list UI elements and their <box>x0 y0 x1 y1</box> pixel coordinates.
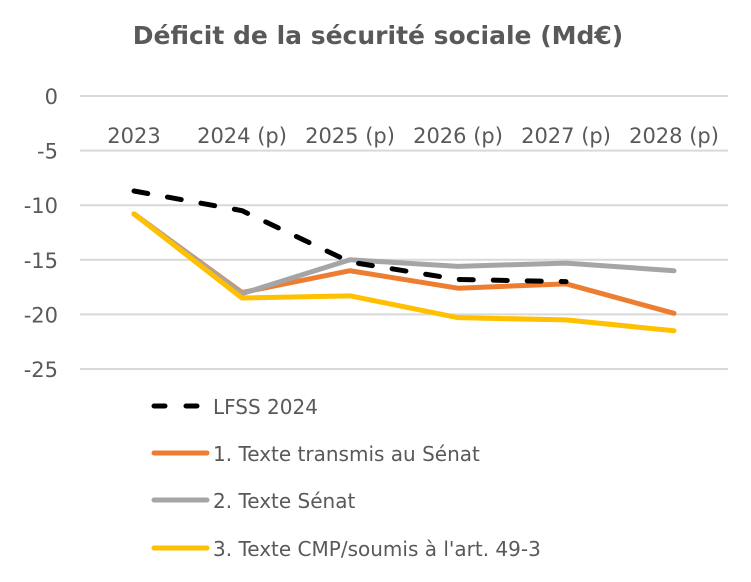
series-line-1 <box>131 188 569 285</box>
y-tick-label: -25 <box>24 358 58 382</box>
x-tick-label: 2024 (p) <box>197 124 287 148</box>
y-tick-label: -5 <box>37 140 58 164</box>
x-axis-ticks: 2023 2024 (p) 2025 (p) 2026 (p) 2027 (p) 2028… <box>107 124 719 148</box>
x-tick-label: 2025 (p) <box>305 124 395 148</box>
series-line-3 <box>131 211 677 297</box>
legend-label: 2. Texte Sénat <box>213 489 355 513</box>
legend: LFSS 2024 1. Texte transmis au Sénat 2. Te… <box>151 395 541 561</box>
gridlines <box>80 95 728 370</box>
series-line-4 <box>131 211 677 334</box>
y-axis-ticks: 0 -5 -10 -15 -20 -25 <box>24 85 58 382</box>
series-lines <box>131 188 677 334</box>
legend-label: 3. Texte CMP/soumis à l'art. 49-3 <box>213 537 541 561</box>
x-tick-label: 2023 <box>107 124 160 148</box>
y-tick-label: 0 <box>45 85 58 109</box>
x-tick-label: 2027 (p) <box>521 124 611 148</box>
legend-label: LFSS 2024 <box>213 395 318 419</box>
chart-title: Déficit de la sécurité sociale (Md€) <box>133 21 624 50</box>
x-tick-label: 2028 (p) <box>629 124 719 148</box>
y-tick-label: -10 <box>24 194 58 218</box>
y-tick-label: -20 <box>24 303 58 327</box>
x-tick-label: 2026 (p) <box>413 124 503 148</box>
y-tick-label: -15 <box>24 249 58 273</box>
legend-label: 1. Texte transmis au Sénat <box>213 442 480 466</box>
